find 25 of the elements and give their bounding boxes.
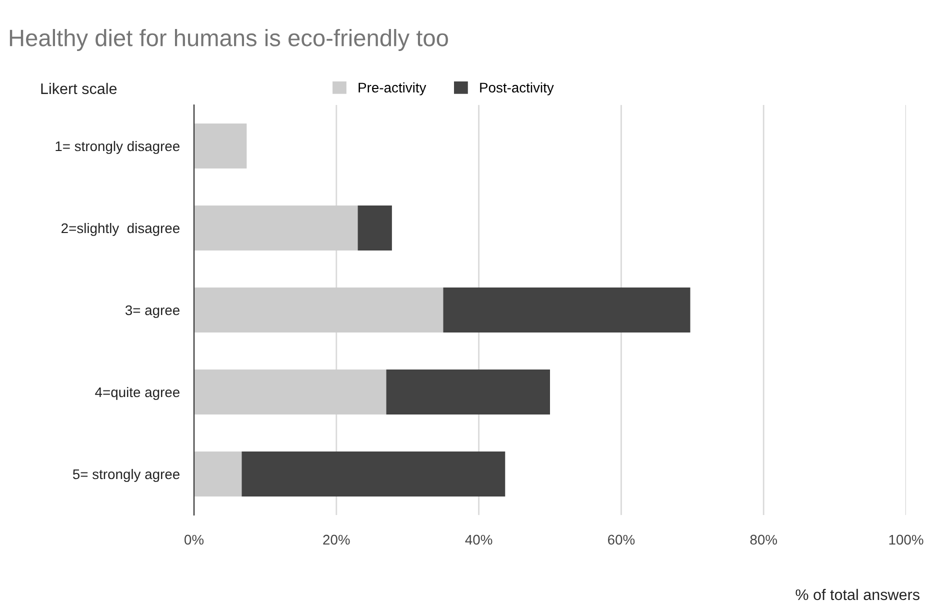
y-tick-label: 2=slightly disagree bbox=[62, 222, 180, 236]
x-tick-label: 0% bbox=[184, 534, 204, 545]
bar bbox=[194, 451, 242, 497]
bar bbox=[242, 451, 506, 497]
bar bbox=[194, 205, 358, 251]
legend-label: Pre-activity bbox=[358, 82, 426, 96]
x-tick-label: 60% bbox=[608, 534, 635, 545]
x-axis-title: % of total answers bbox=[796, 588, 920, 600]
y-tick-label: 4=quite agree bbox=[95, 386, 180, 400]
y-tick-label: 5= strongly agree bbox=[72, 468, 180, 482]
y-tick-label: 1= strongly disagree bbox=[56, 140, 180, 154]
x-tick-label: 20% bbox=[323, 534, 350, 545]
bar bbox=[386, 369, 550, 415]
x-tick-label: 40% bbox=[465, 534, 492, 545]
chart-title: Healthy diet for humans is eco-friendly too bbox=[10, 28, 448, 52]
bar bbox=[358, 205, 392, 251]
y-axis-title: Likert scale bbox=[41, 82, 117, 94]
x-tick-label: 80% bbox=[750, 534, 778, 545]
bar bbox=[194, 369, 386, 415]
bar bbox=[443, 287, 690, 333]
x-tick-label: 100% bbox=[889, 534, 924, 545]
bar bbox=[194, 287, 444, 333]
y-tick-label: 3= agree bbox=[125, 305, 180, 318]
bar bbox=[194, 123, 247, 169]
legend-label: Post-activity bbox=[480, 82, 554, 96]
